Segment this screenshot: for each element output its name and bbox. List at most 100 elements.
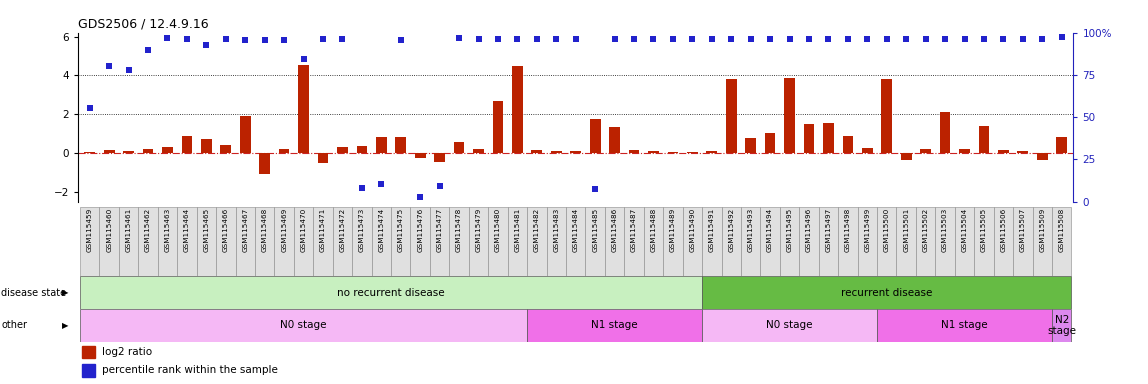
Point: [274, 37, 293, 43]
Bar: [843, 136, 853, 153]
Bar: [1037, 153, 1048, 160]
Point: [703, 36, 721, 43]
Text: GSM115495: GSM115495: [786, 208, 792, 252]
Text: GSM115494: GSM115494: [767, 208, 773, 252]
Bar: [82, 364, 95, 377]
Bar: [414, 153, 426, 158]
Point: [450, 35, 468, 41]
Bar: [706, 151, 718, 153]
Point: [644, 36, 662, 43]
Bar: [357, 146, 367, 153]
Point: [256, 37, 274, 43]
Text: GSM115489: GSM115489: [670, 208, 676, 252]
Text: GSM115482: GSM115482: [534, 208, 540, 252]
Bar: [998, 150, 1009, 153]
Text: GSM115472: GSM115472: [340, 208, 346, 252]
Bar: [566, 207, 585, 276]
Point: [119, 66, 138, 73]
Bar: [177, 207, 196, 276]
Bar: [338, 147, 348, 153]
Bar: [216, 207, 235, 276]
Bar: [123, 151, 134, 153]
Point: [722, 36, 740, 43]
Text: GSM115496: GSM115496: [806, 208, 812, 252]
Point: [916, 36, 934, 43]
Point: [372, 181, 390, 187]
Point: [1014, 36, 1032, 43]
Text: GSM115508: GSM115508: [1058, 208, 1064, 252]
Point: [391, 37, 410, 43]
Bar: [395, 137, 406, 153]
Bar: [629, 150, 639, 153]
Text: GSM115492: GSM115492: [728, 208, 735, 252]
Bar: [492, 101, 503, 153]
Bar: [157, 207, 177, 276]
Point: [470, 36, 488, 43]
Text: N0 stage: N0 stage: [280, 320, 327, 331]
Bar: [1052, 207, 1071, 276]
Bar: [85, 152, 95, 153]
Text: GSM115484: GSM115484: [573, 208, 579, 252]
Point: [994, 36, 1013, 43]
Bar: [745, 139, 757, 153]
Text: GSM115500: GSM115500: [884, 208, 890, 252]
Bar: [298, 65, 309, 153]
Bar: [512, 66, 522, 153]
Text: N0 stage: N0 stage: [767, 320, 813, 331]
Bar: [960, 149, 970, 153]
Point: [742, 36, 760, 43]
Bar: [80, 207, 100, 276]
Text: GSM115468: GSM115468: [262, 208, 267, 252]
Bar: [722, 207, 740, 276]
Bar: [468, 207, 488, 276]
Bar: [532, 150, 542, 153]
Point: [236, 37, 255, 43]
Bar: [546, 207, 566, 276]
Bar: [240, 116, 250, 153]
Bar: [80, 276, 703, 309]
Bar: [897, 207, 916, 276]
Bar: [862, 148, 872, 153]
Point: [839, 36, 858, 43]
Point: [489, 36, 507, 43]
Bar: [103, 150, 115, 153]
Bar: [901, 153, 912, 160]
Text: GSM115486: GSM115486: [612, 208, 618, 252]
Text: other: other: [1, 320, 28, 331]
Point: [509, 36, 527, 43]
Bar: [313, 207, 333, 276]
Text: GSM115503: GSM115503: [943, 208, 948, 252]
Bar: [703, 276, 1071, 309]
Bar: [507, 207, 527, 276]
Bar: [804, 124, 814, 153]
Bar: [877, 309, 1052, 342]
Text: GSM115461: GSM115461: [125, 208, 132, 252]
Bar: [220, 145, 231, 153]
Bar: [649, 151, 659, 153]
Text: GSM115483: GSM115483: [553, 208, 559, 252]
Bar: [377, 137, 387, 153]
Point: [100, 63, 118, 69]
Bar: [352, 207, 372, 276]
Bar: [726, 79, 737, 153]
Bar: [318, 153, 328, 163]
Text: GSM115493: GSM115493: [747, 208, 754, 252]
Bar: [668, 152, 678, 153]
Bar: [82, 346, 95, 358]
Bar: [765, 132, 775, 153]
Bar: [936, 207, 955, 276]
Point: [820, 36, 838, 43]
Text: GSM115475: GSM115475: [397, 208, 404, 252]
Bar: [142, 149, 154, 153]
Text: GSM115471: GSM115471: [320, 208, 326, 252]
Bar: [274, 207, 294, 276]
Bar: [453, 142, 465, 153]
Bar: [877, 207, 897, 276]
Point: [430, 183, 449, 189]
Bar: [372, 207, 391, 276]
Bar: [235, 207, 255, 276]
Text: N1 stage: N1 stage: [941, 320, 987, 331]
Bar: [687, 152, 698, 153]
Text: no recurrent disease: no recurrent disease: [338, 288, 445, 298]
Bar: [683, 207, 703, 276]
